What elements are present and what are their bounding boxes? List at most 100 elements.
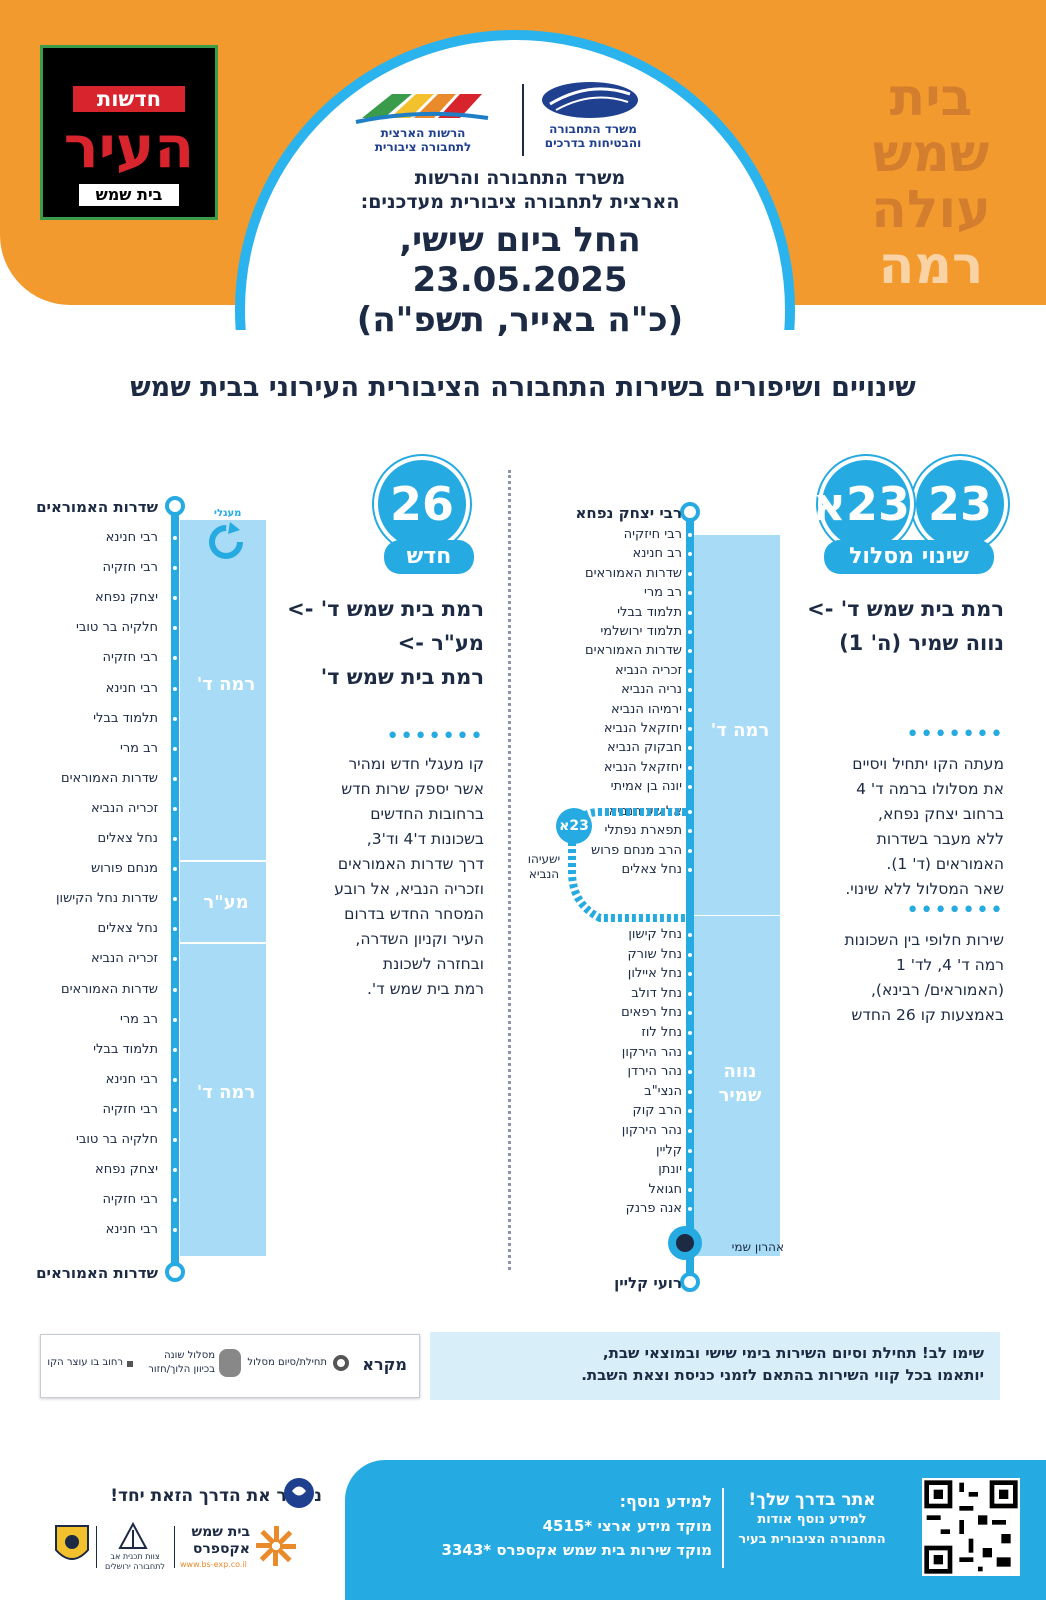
zone-band-rama-d-top bbox=[180, 520, 266, 860]
logo-separator bbox=[174, 1526, 175, 1568]
legend-item-stop: רחוב בו עוצר הקו bbox=[47, 1357, 123, 1368]
terminal-label: אהרון שמי bbox=[731, 1240, 784, 1254]
notice-line: שימו לב! תחילת וסיום השירות בימי שישי וב… bbox=[602, 1344, 984, 1362]
notice-line: יותאמו בכל קווי השירות בהתאם לזמני כניסת… bbox=[581, 1366, 984, 1384]
stop-label: נהר הירקון bbox=[621, 1123, 682, 1138]
stop-dot bbox=[173, 897, 177, 902]
stop-label: יונתן bbox=[658, 1162, 682, 1178]
stop-label: נחל איילון bbox=[627, 966, 682, 982]
route-23-end-marker bbox=[680, 1272, 700, 1292]
stop-dot bbox=[173, 1077, 177, 1082]
stop-dot bbox=[173, 626, 177, 631]
stop-dot bbox=[688, 810, 692, 814]
stop-dot bbox=[173, 596, 177, 601]
info-contacts: למידע נוסף: מוקד מידע ארצי *4515 מוקד שי… bbox=[372, 1490, 712, 1562]
stop-dot bbox=[173, 957, 177, 962]
stop-label: חבקוק הנביא bbox=[607, 740, 682, 756]
stop-dot bbox=[173, 656, 177, 661]
stop-dot bbox=[688, 785, 692, 790]
stop-label: נריה הנביא bbox=[621, 682, 682, 698]
stop-dot bbox=[688, 829, 692, 834]
zone-band-maar bbox=[180, 862, 266, 942]
stop-label: נחל קישון bbox=[628, 927, 682, 942]
stop-dot bbox=[173, 1168, 177, 1173]
route-title-line: רמת בית שמש ד' -> bbox=[287, 597, 484, 621]
stop-dot bbox=[688, 688, 692, 693]
ministry-logo-text: משרד התחבורה והבטיחות בדרכים bbox=[538, 122, 648, 150]
body-line: רמת בית שמש ד'. bbox=[367, 980, 484, 998]
stop-dot bbox=[688, 571, 692, 576]
terminal-center bbox=[676, 1234, 694, 1252]
branch-line: ישעיהו bbox=[527, 852, 561, 866]
body-line: העיר וקניון השדרה, bbox=[355, 930, 484, 948]
zone-line: שמיר bbox=[718, 1085, 762, 1106]
qr-code-icon[interactable] bbox=[922, 1478, 1020, 1576]
stop-label: שדרות האמוראים bbox=[61, 981, 158, 997]
badge-caption-new: חדש bbox=[384, 540, 474, 574]
stop-label: שדרות האמוראים bbox=[61, 770, 158, 786]
stop-dot bbox=[173, 1047, 177, 1052]
stop-label: תפארת נפתלי bbox=[604, 823, 682, 839]
notice-box: שימו לב! תחילת וסיום השירות בימי שישי וב… bbox=[430, 1332, 1000, 1400]
stop-dot bbox=[173, 1228, 177, 1233]
legend: מקרא תחילת/סיום מסלול מסלול שונה בכיוון … bbox=[40, 1334, 420, 1398]
body-line: ברחובות החדשים bbox=[370, 805, 484, 823]
stop-label: חלקיה בר טובי bbox=[75, 620, 158, 636]
stop-dot bbox=[688, 1129, 692, 1133]
stop-label: רבי חנינא bbox=[105, 1071, 158, 1087]
body-line: אשר יספק שרות חדש bbox=[341, 780, 484, 798]
legend-item-direction: מסלול שונה בכיוון הלוך/חזור bbox=[148, 1349, 215, 1377]
stop-label: שדרות האמוראים bbox=[585, 565, 682, 581]
route-title-line: רמת בית שמש ד' bbox=[320, 665, 484, 689]
body-line: מעתה הקו יתחיל ויסיים bbox=[852, 755, 1004, 773]
transport-plan-icon bbox=[118, 1522, 148, 1549]
body-line: רמה ד' 4, לד' 1 bbox=[895, 956, 1004, 974]
subtitle-line: הארצית לתחבורה ציבורית מעדכנים: bbox=[360, 191, 680, 213]
legend-title: מקרא bbox=[362, 1355, 407, 1374]
route-26-start-marker bbox=[165, 496, 185, 516]
zone-label-rama-d: רמה ד' bbox=[710, 720, 770, 741]
stop-label: תלמוד בבלי bbox=[93, 710, 158, 726]
zone-label-rama-d: רמה ד' bbox=[196, 674, 256, 695]
route-26-description: קו מעגלי חדש ומהיר אשר יספק שרות חדש ברח… bbox=[244, 752, 484, 1002]
body-line: שירות חלופי בין השכונות bbox=[844, 931, 1005, 949]
bs-express-url[interactable]: www.bs-exp.co.il bbox=[180, 1560, 247, 1569]
stop-dot bbox=[688, 933, 692, 937]
stop-label: נחל צאלים bbox=[97, 921, 158, 937]
legend-item-endpoint: תחילת/סיום מסלול bbox=[247, 1357, 327, 1368]
info-line: מוקד שירות בית שמש אקספרס *3343 bbox=[441, 1541, 712, 1559]
stop-label: יצחק נפחא bbox=[95, 590, 158, 606]
route-23-start-stop: רבי יצחק נפחא bbox=[575, 504, 683, 522]
zone-line: נווה bbox=[723, 1061, 757, 1082]
stop-dot bbox=[688, 1207, 692, 1212]
badge-23: 23 bbox=[912, 456, 1008, 552]
badge-23a: 23א bbox=[812, 456, 914, 552]
stop-dot bbox=[688, 591, 692, 596]
circular-label: מעגלי bbox=[214, 508, 242, 519]
stop-dot bbox=[688, 668, 692, 673]
bs-express-logo-text: בית שמש אקספרס bbox=[178, 1524, 250, 1558]
route-23-description: מעתה הקו יתחיל ויסיים את מסלולו ברמה ד' … bbox=[764, 752, 1004, 902]
stop-label: תלמוד בבלי bbox=[93, 1041, 158, 1057]
stop-dot bbox=[173, 716, 177, 721]
bsexp-line: אקספרס bbox=[192, 1541, 250, 1557]
direction-legend-icon bbox=[219, 1349, 241, 1377]
logo-top-text: חדשות bbox=[73, 86, 185, 112]
stop-dot bbox=[688, 1109, 692, 1114]
stop-label: הרב מנחם פרוש bbox=[591, 842, 682, 858]
body-line: המסחר החדש בדרום bbox=[344, 905, 484, 923]
stop-dot bbox=[173, 837, 177, 841]
dot-separator: ••••••• bbox=[906, 898, 1004, 923]
stop-label: חגואל bbox=[648, 1181, 682, 1197]
stop-dot bbox=[688, 868, 692, 873]
stop-dot bbox=[173, 686, 177, 691]
dot-separator: ••••••• bbox=[906, 722, 1004, 747]
logo-separator bbox=[96, 1526, 97, 1568]
route-title-line: רמת בית שמש ד' -> bbox=[807, 597, 1004, 621]
stop-dot bbox=[173, 536, 177, 540]
promo-line: למידע נוסף אודות bbox=[757, 1512, 867, 1527]
stop-dot bbox=[173, 806, 177, 811]
stop-label: שדרות האמוראים bbox=[585, 643, 682, 659]
ministry-line: משרד התחבורה bbox=[549, 122, 637, 136]
route-23-title: רמת בית שמש ד' -> נווה שמיר (ה' 1) bbox=[784, 592, 1004, 660]
